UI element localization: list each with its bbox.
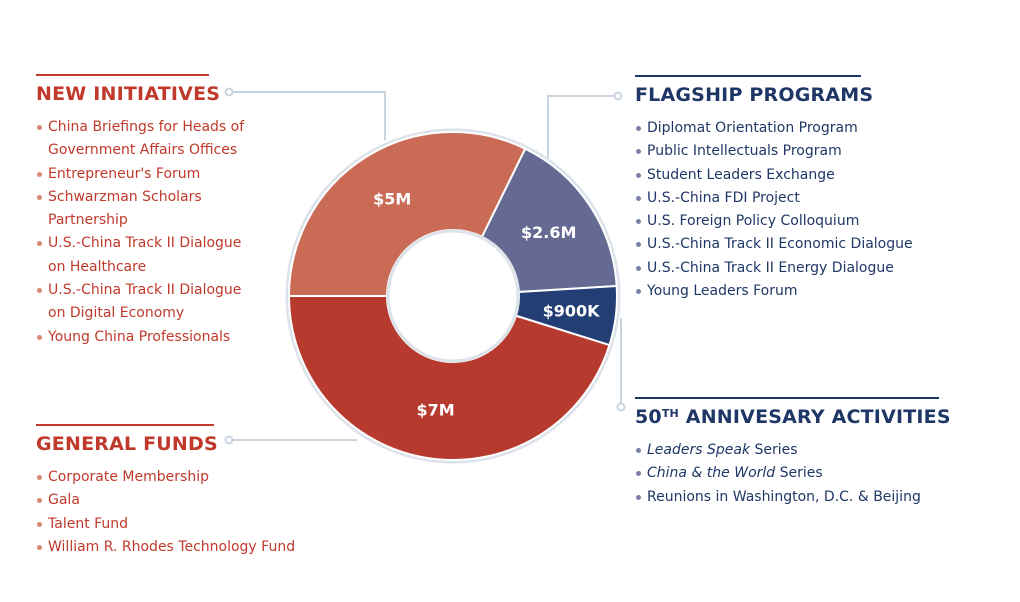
connector-dot xyxy=(224,87,234,97)
general-funds-rule xyxy=(36,424,214,426)
list-item: U.S.-China Track II Economic Dialogue xyxy=(635,233,913,256)
connector-dot xyxy=(224,435,234,445)
list-item: Talent Fund xyxy=(36,513,295,536)
list-item: Young China Professionals xyxy=(36,326,244,349)
general-funds-heading: GENERAL FUNDS xyxy=(36,433,218,455)
list-item: U.S. Foreign Policy Colloquium xyxy=(635,210,913,233)
list-item: U.S.-China FDI Project xyxy=(635,187,913,210)
flagship-programs-list: Diplomat Orientation Program Public Inte… xyxy=(635,117,913,303)
list-item-continuation: Government Affairs Offices xyxy=(48,142,238,159)
list-item-text: Reunions in Washington, D.C. & Beijing xyxy=(647,488,921,505)
list-item-italic: Leaders Speak xyxy=(647,442,751,458)
flagship-programs-section: FLAGSHIP PROGRAMS Diplomat Orientation P… xyxy=(635,75,913,303)
list-item: Entrepreneur's Forum xyxy=(36,163,244,186)
slice-value-label: $2.6M xyxy=(521,223,576,242)
list-item: U.S.-China Track II Dialogue xyxy=(36,279,244,302)
list-item-text: Series xyxy=(775,465,823,482)
connector-lines xyxy=(224,87,626,445)
anniversary-section: 50TH ANNIVESARY ACTIVITIES Leaders Speak… xyxy=(635,397,951,509)
list-item: Schwarzman Scholars xyxy=(36,186,244,209)
list-item: William R. Rhodes Technology Fund xyxy=(36,536,295,559)
list-item: Leaders Speak Series xyxy=(635,439,951,462)
general-funds-list: Corporate Membership Gala Talent Fund Wi… xyxy=(36,466,295,559)
anniversary-rule xyxy=(635,397,939,399)
connector-dot xyxy=(616,402,626,412)
new-initiatives-list: China Briefings for Heads of Government … xyxy=(36,116,244,349)
connector-dot xyxy=(613,91,623,101)
flagship-programs-rule xyxy=(635,75,861,77)
list-item: Corporate Membership xyxy=(36,466,295,489)
list-item: U.S.-China Track II Dialogue xyxy=(36,232,244,255)
slice-value-label: $7M xyxy=(416,401,454,420)
list-item: Diplomat Orientation Program xyxy=(635,117,913,140)
new-initiatives-rule xyxy=(36,74,209,76)
list-item-continuation: Partnership xyxy=(48,212,128,229)
anniversary-list: Leaders Speak Series China & the World S… xyxy=(635,439,951,509)
list-item: China & the World Series xyxy=(635,462,951,485)
flagship-programs-heading: FLAGSHIP PROGRAMS xyxy=(635,84,874,106)
inner-ring xyxy=(386,229,520,363)
anniversary-heading-superscript: TH xyxy=(661,407,679,420)
connector-line xyxy=(229,91,386,140)
connector-line xyxy=(547,95,618,158)
list-item: Reunions in Washington, D.C. & Beijing xyxy=(635,486,951,509)
anniversary-heading-text: ANNIVESARY ACTIVITIES xyxy=(678,406,951,428)
list-item: China Briefings for Heads of xyxy=(36,116,244,139)
anniversary-heading: 50TH ANNIVESARY ACTIVITIES xyxy=(635,405,951,429)
list-item-continuation: on Healthcare xyxy=(48,258,147,275)
new-initiatives-heading: NEW INITIATIVES xyxy=(36,83,221,105)
new-initiatives-section: NEW INITIATIVES China Briefings for Head… xyxy=(36,74,244,349)
outer-ring xyxy=(285,128,621,464)
list-item: Young Leaders Forum xyxy=(635,280,913,303)
list-item-italic: China & the World xyxy=(647,465,776,482)
list-item-text: Series xyxy=(750,442,798,458)
anniversary-heading-number: 50 xyxy=(635,406,662,428)
slice-value-label: $900K xyxy=(543,301,601,320)
list-item: Public Intellectuals Program xyxy=(635,140,913,163)
slice-value-label: $5M xyxy=(373,189,411,208)
general-funds-section: GENERAL FUNDS Corporate Membership Gala … xyxy=(36,424,295,559)
list-item: U.S.-China Track II Energy Dialogue xyxy=(635,257,913,280)
list-item-continuation: on Digital Economy xyxy=(48,305,185,322)
list-item: Student Leaders Exchange xyxy=(635,164,913,187)
list-item: Gala xyxy=(36,489,295,512)
